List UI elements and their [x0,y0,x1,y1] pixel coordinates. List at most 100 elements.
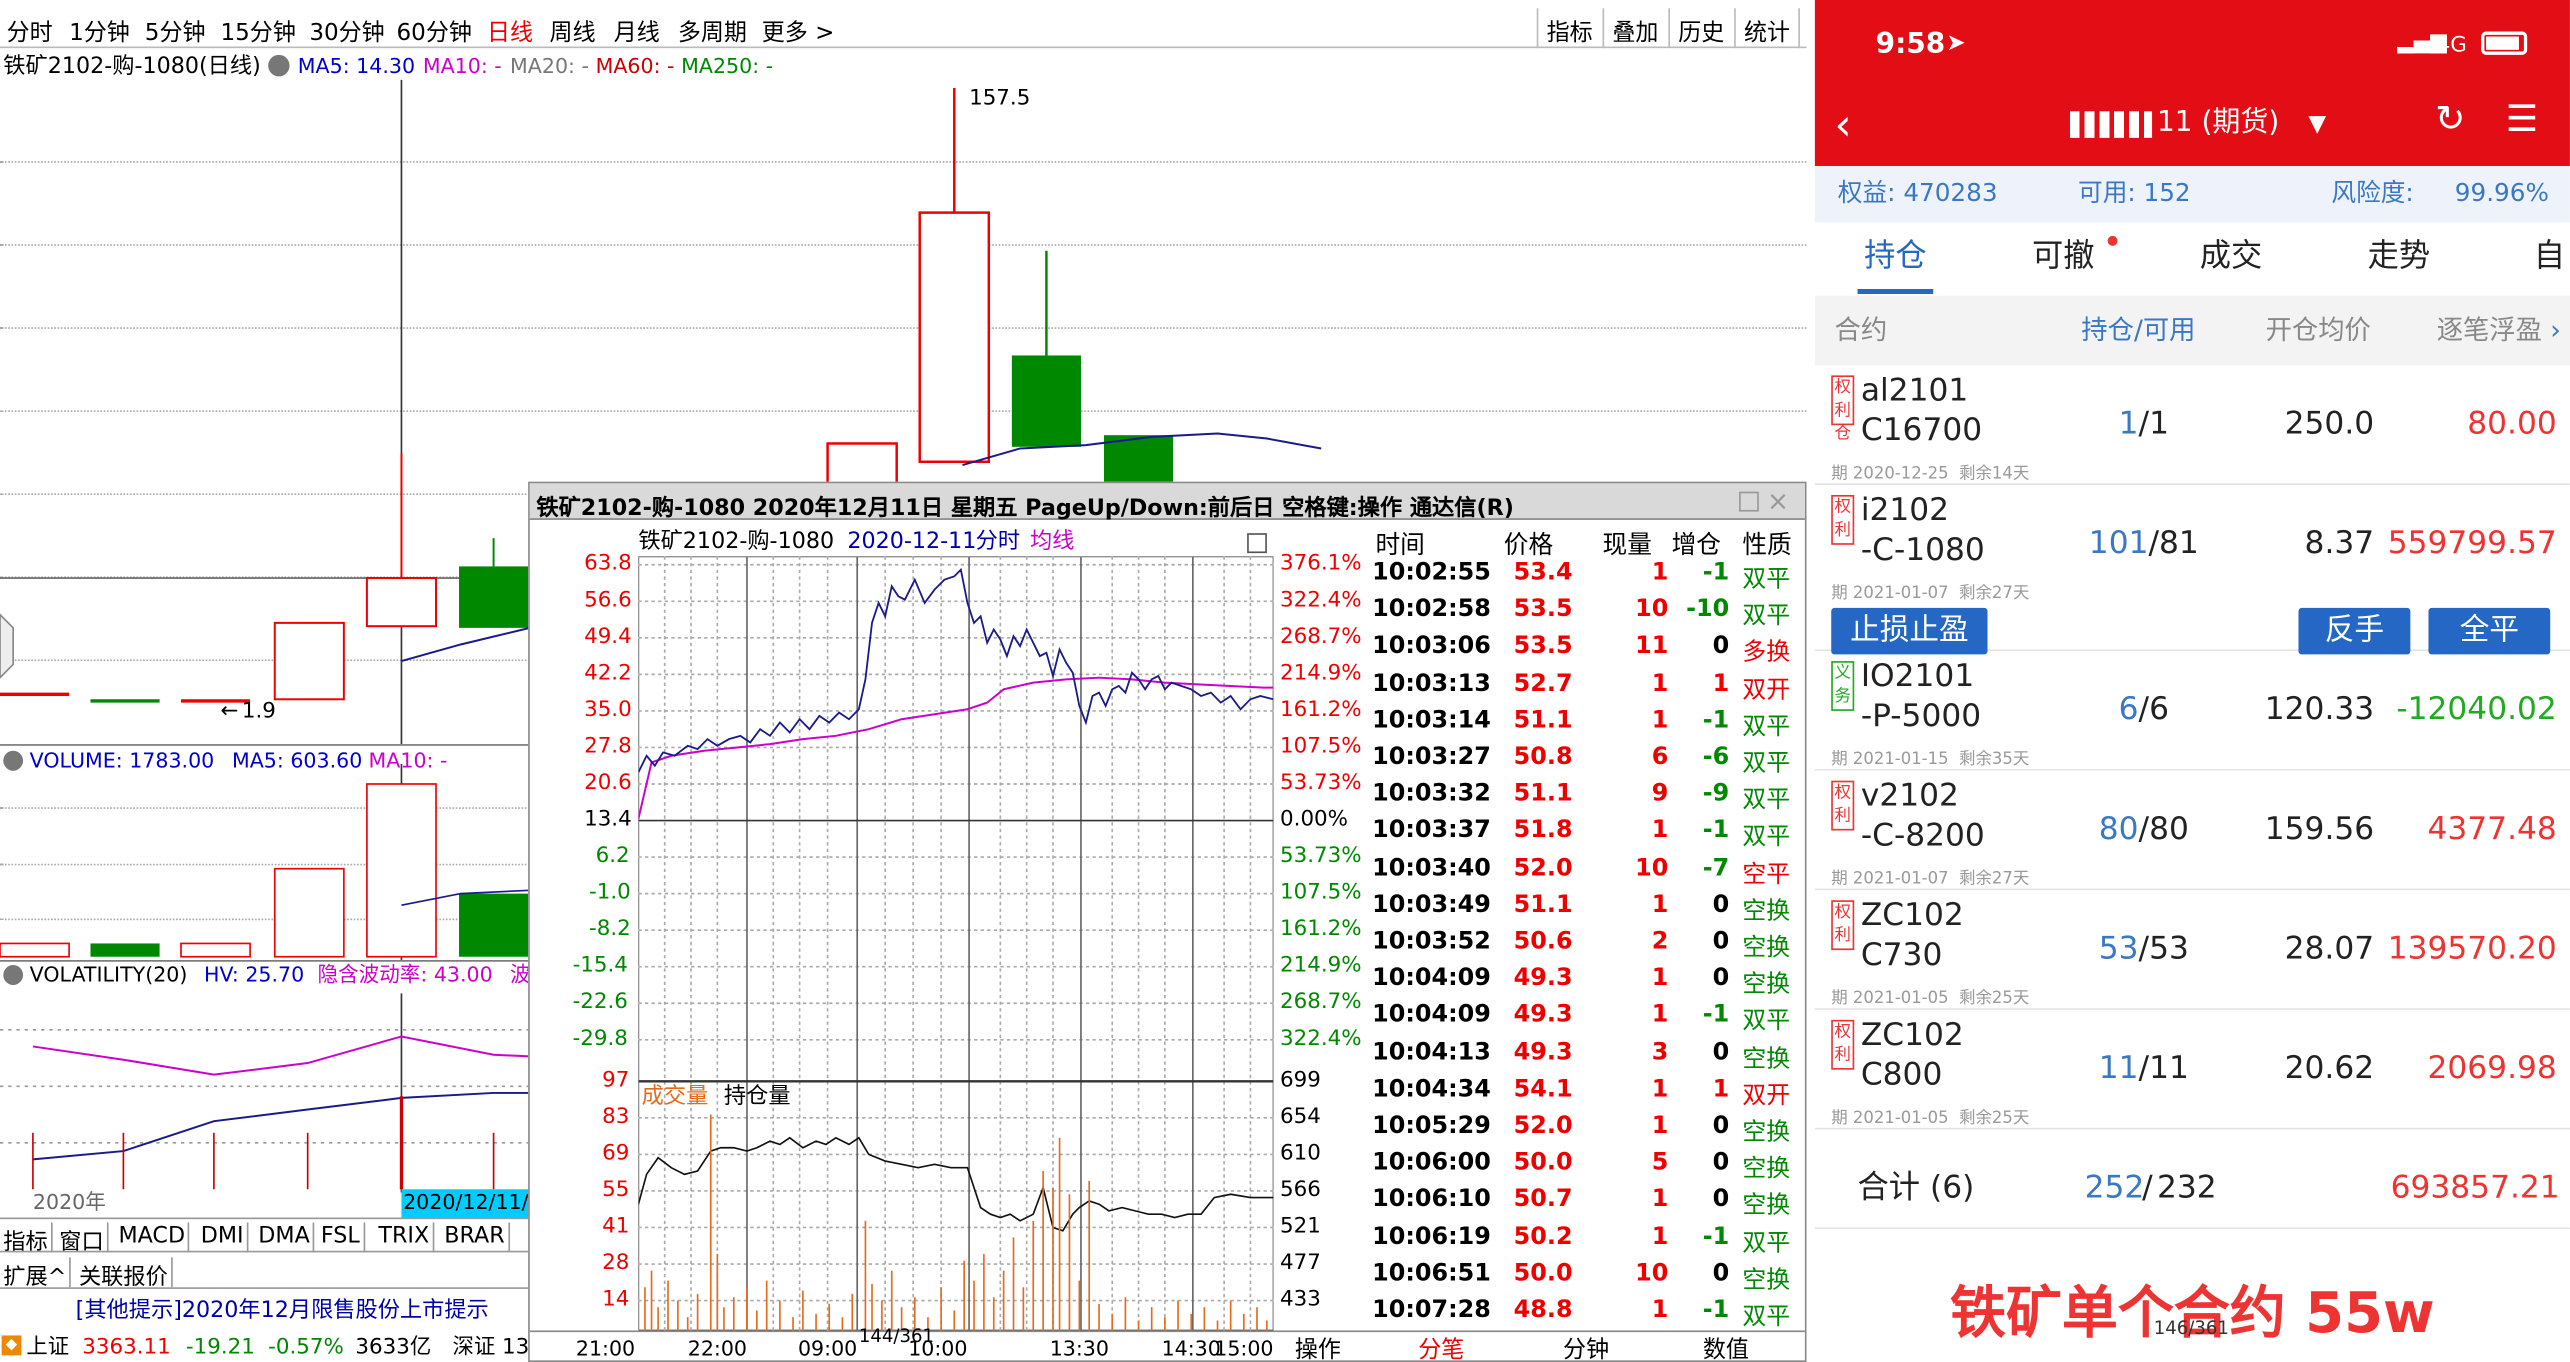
tab-filled[interactable]: 成交 [2199,237,2263,275]
reverse-button[interactable]: 反手 [2298,607,2411,655]
tab-fsl[interactable]: FSL [318,1222,365,1253]
tab-operate[interactable]: 操作 [1294,1337,1341,1362]
position-row[interactable]: 权利 ZC102 C730 期 2021-01-05 剩余25天 53/53 28.07 1… [1814,890,2570,1010]
tab-minutes[interactable]: 分钟 [1563,1337,1610,1362]
hold-available: 101/81 [2088,524,2199,562]
close-all-button[interactable]: 全平 [2428,607,2551,655]
tab-window[interactable]: 窗口 [56,1222,109,1256]
price-axis-label: 42.2 [584,661,632,686]
period-monthly[interactable]: 月线 [613,19,660,47]
period-fenshi[interactable]: 分时 [6,19,53,47]
mobile-trading-app: 9:58 ➤ ▂▄▆ 4G ‹ 11 (期货) ▼ ↻ ☰ 权益: 470283… [1814,0,2570,1362]
intraday-chart [638,556,1274,1331]
expiry-date: 期 2021-01-07 剩余27天 [1831,584,2030,603]
trade-oi-change: 0 [1712,1149,1730,1177]
period-1min[interactable]: 1分钟 [69,19,130,47]
volume-settings-icon[interactable] [3,750,24,771]
total-slash: / [2142,1169,2153,1206]
dropdown-icon[interactable]: ▼ [2308,111,2327,138]
floating-pnl: -12040.02 [2396,690,2557,728]
tab-values[interactable]: 数值 [1702,1337,1749,1362]
period-15min[interactable]: 15分钟 [220,19,296,47]
period-multi[interactable]: 多周期 [677,19,747,47]
tab-expand[interactable]: 扩展^ [0,1257,72,1291]
trade-time: 10:02:58 [1372,596,1491,624]
period-weekly[interactable]: 周线 [549,19,596,47]
trade-volume: 6 [1651,744,1669,771]
tab-related-quote[interactable]: 关联报价 [76,1257,173,1291]
trade-volume: 10 [1635,596,1669,624]
tab-trix[interactable]: TRIX [375,1222,435,1253]
time-label: 10:00 [908,1335,968,1361]
position-row[interactable]: 权利 v2102 -C-8200 期 2021-01-07 剩余27天 80/80 159… [1814,770,2570,891]
intraday-popup: 铁矿2102-购-1080 2020年12月11日 星期五 PageUp/Dow… [528,481,1807,1362]
tab-dma[interactable]: DMA [255,1222,315,1253]
low-price-arrow: ← [220,699,239,725]
maximize-icon[interactable] [1739,491,1759,512]
col-avg-price: 开仓均价 [2265,313,2371,346]
avg-open-price: 120.33 [2264,690,2375,728]
settings-icon[interactable] [268,54,290,77]
price-axis-label: -22.6 [572,989,628,1015]
position-row[interactable]: 义务 IO2101 -P-5000 期 2021-01-15 剩余35天 6/6 120.… [1814,651,2570,771]
price-axis-label: 56.6 [584,587,632,613]
time-label: 09:00 [797,1335,858,1361]
tab-brar[interactable]: BRAR [441,1222,510,1253]
price-axis-label: -15.4 [572,953,628,979]
period-5min[interactable]: 5分钟 [144,19,206,47]
trade-row: 10:03:32 51.1 9 -9 双平 [1372,778,1805,814]
tab-cancelable[interactable]: 可撤 [2031,237,2095,275]
ma10-label: MA10: - [422,53,502,79]
stop-loss-button[interactable]: 止损止盈 [1831,607,1988,655]
tab-indicator[interactable]: 指标 [0,1222,53,1256]
volume-label: VOLUME: 1783.00 [29,747,215,773]
date-marker [401,1189,530,1218]
history-button[interactable]: 历史 [1668,8,1732,49]
close-icon[interactable]: × [1767,485,1790,517]
floating-pnl: 139570.20 [2387,930,2557,967]
pct-axis-label: 0.00% [1280,807,1349,833]
account-title[interactable]: 11 (期货) [2156,106,2280,140]
trade-nature: 双平 [1742,603,1791,630]
menu-icon[interactable]: ☰ [2505,99,2539,142]
price-axis-label: 35.0 [584,697,632,723]
contract-strike: -P-5000 [1860,697,1982,735]
refresh-icon[interactable]: ↻ [2435,99,2466,142]
trade-price: 48.8 [1513,1297,1573,1324]
oi-axis-label: 566 [1280,1177,1321,1203]
indicator-button[interactable]: 指标 [1536,8,1601,49]
notice-link[interactable]: [其他提示]2020年12月限售股份上市提示 [75,1297,489,1324]
scroll-right-icon[interactable]: › [2550,313,2561,346]
trade-price: 51.1 [1513,780,1573,808]
grid-line [0,410,1807,412]
overlay-button[interactable]: 叠加 [1602,8,1667,49]
back-icon[interactable]: ‹ [1834,101,1852,152]
period-more[interactable]: 更多 > [761,19,835,47]
trade-row: 10:04:34 54.1 1 1 双开 [1372,1073,1805,1109]
pct-axis-label: 107.5% [1280,734,1362,760]
trade-oi-change: -1 [1702,707,1730,734]
volatility-settings-icon[interactable] [3,965,24,985]
position-row[interactable]: 权利 ZC102 C800 期 2021-01-05 剩余25天 11/11 20.62 2… [1814,1009,2570,1130]
tab-positions[interactable]: 持仓 [1864,237,1927,275]
indicator-tabs: 指标 窗口 MACD DMI DMA FSL TRIX BRAR [0,1217,530,1256]
stats-button[interactable]: 统计 [1734,8,1800,49]
trade-volume: 1 [1651,707,1669,734]
position-type-tag: 义务 [1831,661,1855,711]
tab-self[interactable]: 自 [2533,237,2566,275]
position-row[interactable]: 权利仓 al2101 C16700 期 2020-12-25 剩余14天 1/1 250.… [1814,365,2570,486]
avg-open-price: 159.56 [2264,810,2375,848]
period-daily[interactable]: 日线 [487,19,534,47]
toggle-icon[interactable] [1247,533,1267,554]
tab-macd[interactable]: MACD [115,1222,190,1253]
tab-dmi[interactable]: DMI [197,1222,249,1253]
avg-line-label: 均线 [1029,528,1075,555]
avail-qty: 6 [2149,690,2169,728]
period-60min[interactable]: 60分钟 [396,19,472,47]
trade-time: 10:03:14 [1372,707,1491,734]
trade-oi-change: -1 [1702,1223,1730,1251]
period-30min[interactable]: 30分钟 [309,19,385,47]
trade-time: 10:03:52 [1372,928,1491,956]
tab-ticks[interactable]: 分笔 [1418,1337,1465,1362]
tab-trend[interactable]: 走势 [2367,237,2431,275]
